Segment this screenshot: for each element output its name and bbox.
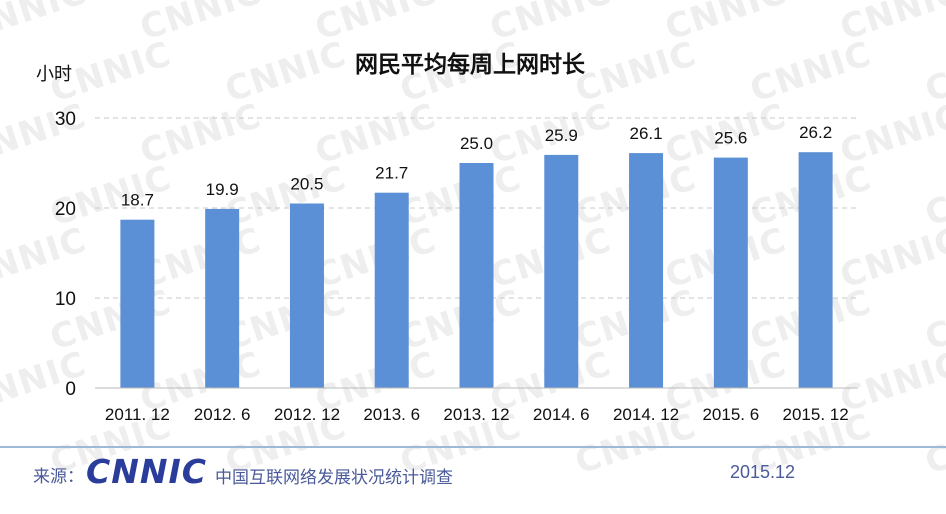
x-tick-label: 2013. 6 xyxy=(363,405,420,424)
data-label: 25.0 xyxy=(460,134,493,153)
bar xyxy=(205,208,240,388)
footer: 来源： CNNIC 中国互联网络发展状况统计调查 2015.12 xyxy=(0,452,946,496)
y-axis-unit: 小时 xyxy=(36,64,72,85)
x-tick-label: 2011. 12 xyxy=(105,405,170,424)
data-label: 26.2 xyxy=(799,123,832,142)
bar xyxy=(374,192,409,388)
data-label: 26.1 xyxy=(630,124,663,143)
data-label: 20.5 xyxy=(290,175,323,194)
cnnic-logo: CNNIC xyxy=(86,452,207,491)
x-tick-label: 2012. 6 xyxy=(194,405,251,424)
report-date: 2015.12 xyxy=(730,462,796,482)
data-label: 21.7 xyxy=(375,164,408,183)
bar xyxy=(629,153,664,388)
source-label: 来源： xyxy=(33,467,84,487)
y-tick-label: 10 xyxy=(55,289,76,310)
bar xyxy=(459,163,494,388)
y-tick-label: 20 xyxy=(55,199,76,220)
data-labels: 18.7 19.9 20.5 21.7 25.0 25.9 26.1 25.6 26.2 xyxy=(121,123,832,210)
chart-title: 网民平均每周上网时长 xyxy=(355,51,586,78)
x-tick-label: 2015. 6 xyxy=(702,405,759,424)
bar xyxy=(544,154,579,388)
data-label: 19.9 xyxy=(206,180,239,199)
bar xyxy=(713,157,748,388)
y-axis-ticks: 0 10 20 30 xyxy=(55,109,76,400)
bar xyxy=(798,152,833,388)
x-axis-ticks: 2011. 12 2012. 6 2012. 12 2013. 6 2013. 12 20… xyxy=(105,405,849,424)
x-tick-label: 2014. 6 xyxy=(533,405,590,424)
data-label: 25.9 xyxy=(545,126,578,145)
data-label: 25.6 xyxy=(714,129,747,148)
x-tick-label: 2015. 12 xyxy=(783,405,849,424)
bar xyxy=(120,219,155,388)
bar-chart: 网民平均每周上网时长 小时 0 10 20 30 18.7 19.9 20.5 21.7 25… xyxy=(36,51,858,424)
bars xyxy=(120,152,833,388)
y-tick-label: 0 xyxy=(65,379,76,400)
footer-divider xyxy=(0,446,946,448)
x-tick-label: 2013. 12 xyxy=(443,405,509,424)
y-tick-label: 30 xyxy=(55,109,76,130)
data-label: 18.7 xyxy=(121,191,154,210)
survey-name: 中国互联网络发展状况统计调查 xyxy=(215,468,453,488)
x-tick-label: 2012. 12 xyxy=(274,405,340,424)
x-tick-label: 2014. 12 xyxy=(613,405,679,424)
bar xyxy=(289,203,324,388)
